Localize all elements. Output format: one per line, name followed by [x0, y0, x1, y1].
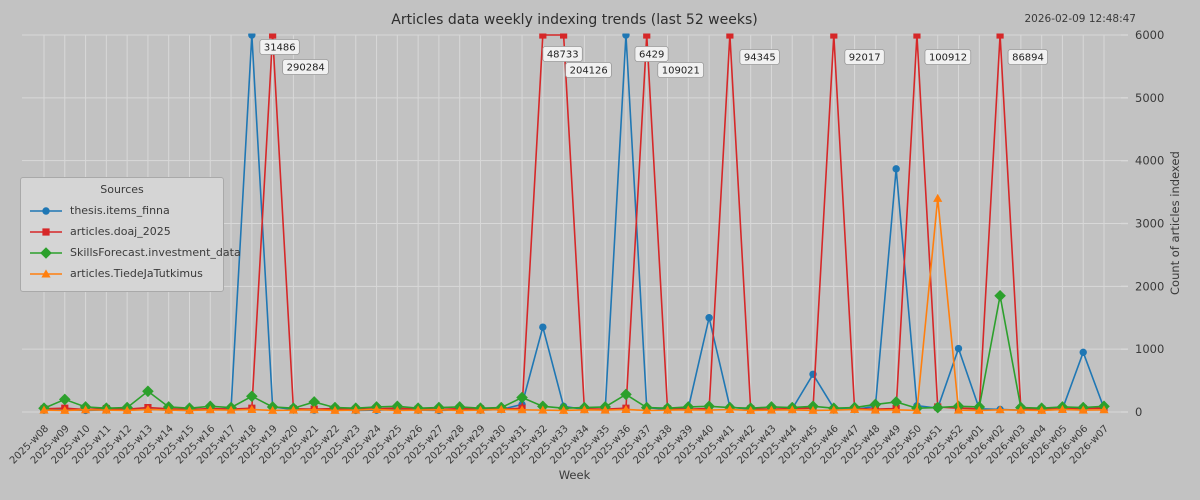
legend-item-label: articles.TiedeJaTutkimus	[70, 267, 203, 280]
legend: Sources thesis.items_finna articles.doaj_…	[20, 177, 241, 292]
legend-swatch-square-icon	[30, 227, 62, 236]
legend-item-label: SkillsForecast.investment_data	[70, 246, 241, 259]
svg-text:100912: 100912	[929, 53, 967, 64]
peak-annotations: 31486 290284 48733 204126 6429 109021 94345 920…	[259, 39, 1048, 78]
y-axis-label: Count of articles indexed	[1168, 151, 1182, 296]
x-tick-labels: 2025-w082025-w092025-w102025-w112025-w12…	[8, 423, 1111, 466]
y-tick-labels: 0 1000 2000 3000 4000 5000 6000	[1135, 28, 1164, 419]
svg-text:2000: 2000	[1135, 279, 1164, 293]
svg-text:5000: 5000	[1135, 91, 1164, 105]
svg-text:94345: 94345	[744, 53, 776, 64]
legend-item-articles.TiedeJaTutkimus: articles.TiedeJaTutkimus	[29, 263, 215, 284]
svg-text:3000: 3000	[1135, 217, 1164, 231]
svg-text:92017: 92017	[849, 53, 881, 64]
svg-text:31486: 31486	[264, 43, 296, 54]
legend-title: Sources	[100, 183, 144, 196]
legend-item-thesis.items_finna: thesis.items_finna	[29, 200, 215, 221]
svg-text:48733: 48733	[547, 50, 579, 61]
legend-item-label: thesis.items_finna	[70, 204, 170, 217]
svg-text:109021: 109021	[662, 66, 700, 77]
svg-text:4000: 4000	[1135, 154, 1164, 168]
svg-text:204126: 204126	[570, 66, 608, 77]
svg-text:0: 0	[1135, 405, 1142, 419]
legend-item-label: articles.doaj_2025	[70, 225, 171, 238]
svg-text:6429: 6429	[639, 50, 664, 61]
series-articles.TiedeJaTutkimus	[39, 193, 1109, 414]
legend-swatch-diamond-icon	[30, 246, 62, 259]
y-tick-marks	[1121, 34, 1128, 413]
svg-text:290284: 290284	[287, 63, 325, 74]
x-axis-label: Week	[558, 468, 591, 482]
legend-items: thesis.items_finna articles.doaj_2025 Skil…	[29, 200, 241, 284]
chart-title: Articles data weekly indexing trends (la…	[391, 12, 758, 28]
svg-text:6000: 6000	[1135, 28, 1164, 42]
legend-item-articles.doaj_2025: articles.doaj_2025	[29, 221, 215, 242]
svg-text:86894: 86894	[1012, 53, 1044, 64]
svg-text:1000: 1000	[1135, 342, 1164, 356]
legend-swatch-circle-icon	[30, 206, 62, 215]
legend-swatch-triangle-icon	[30, 268, 62, 277]
legend-item-SkillsForecast.investment_data: SkillsForecast.investment_data	[29, 242, 241, 263]
timestamp: 2026-02-09 12:48:47	[1024, 13, 1136, 25]
